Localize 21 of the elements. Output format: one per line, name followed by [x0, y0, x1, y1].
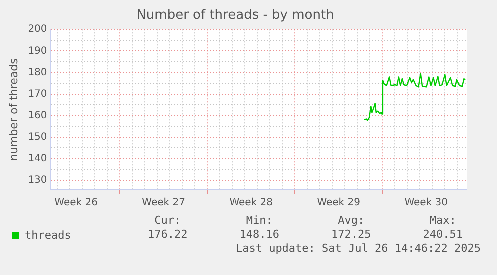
y-tick-label: 130	[28, 175, 48, 186]
text: Min: 148.16	[238, 214, 280, 242]
text: Last update: Sat Jul 26 14:46:22 2025	[234, 242, 482, 256]
y-tick-label: 140	[28, 154, 48, 165]
text: Max: 240.51	[422, 214, 464, 242]
text: Cur: 176.22	[147, 214, 189, 242]
chart-title: Number of threads - by month	[136, 8, 334, 24]
y-tick-label: 190	[28, 46, 48, 57]
x-tick-label: Week 29	[317, 198, 361, 209]
x-tick-label: Week 30	[404, 198, 448, 209]
text: Avg: 172.25	[330, 214, 372, 242]
y-tick-label: 200	[28, 24, 48, 36]
x-tick-label: Week 28	[230, 198, 274, 209]
y-axis-title: number of threads	[7, 58, 20, 161]
x-tick-label: Week 26	[54, 198, 98, 209]
y-tick-label: 180	[28, 67, 48, 78]
legend-label: threads	[25, 229, 72, 242]
y-tick-label: 170	[28, 88, 48, 100]
y-tick-label: 160	[28, 110, 48, 122]
y-tick-label: 150	[28, 132, 48, 143]
x-tick-label: Week 27	[142, 198, 186, 209]
